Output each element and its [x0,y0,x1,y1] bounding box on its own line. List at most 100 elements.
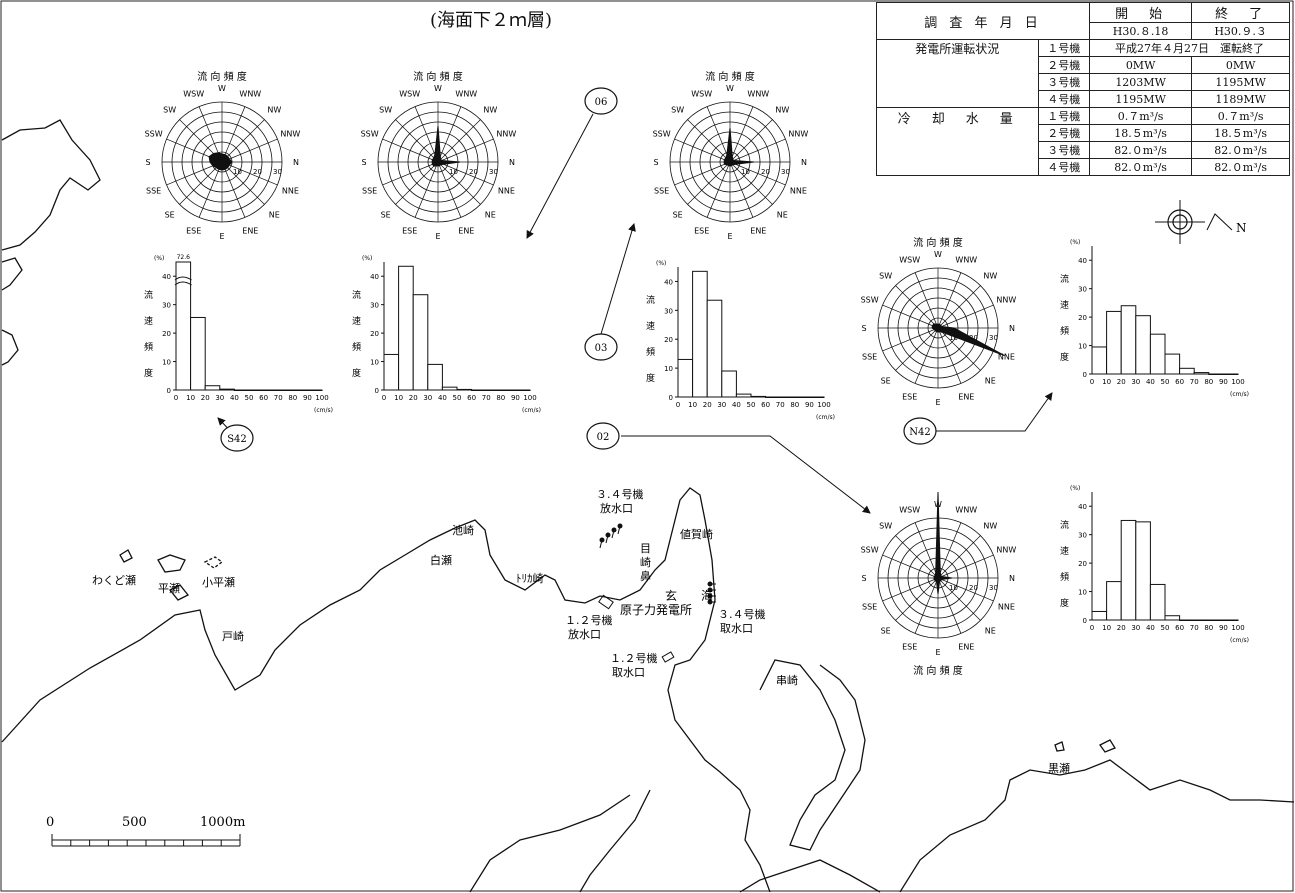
hist-x-tick-label: 70 [1190,624,1199,632]
rose-direction-label: NNW [996,546,1016,555]
rose-direction-label: SSW [653,130,671,139]
label-genkai-2: 原子力発電所 [620,603,692,617]
rose-direction-label: SW [879,522,892,531]
rose-spoke [729,161,754,218]
rose-spoke [395,119,439,163]
cw-unit-2-end: 18.５m³/s [1191,124,1290,142]
rose-ring-label: 20 [761,168,770,176]
rose-direction-label: S [145,158,150,167]
hist-x-tick-label: 0 [676,401,680,409]
rose-spoke [674,138,731,163]
hist-y-tick-label: 0 [1083,617,1087,625]
hist-bar [1106,581,1122,621]
station-connectors [217,113,1053,514]
hist-x-tick-label: 60 [1175,624,1184,632]
hist-bar [1193,372,1210,375]
hist-bar [750,395,767,398]
hist-x-tick-label: 80 [790,401,799,409]
rose-direction-label: SSW [145,130,163,139]
rose-03: N NNE NE ENE E ESE SE SSE S SSW SW WSW W WNW NW NNW 10 20… [653,70,809,241]
rose-direction-label: SW [671,106,684,115]
hist-x-tick-label: 10 [1102,378,1111,386]
cw-unit-3-end: 82.０m³/s [1191,141,1290,159]
rose-direction-label: NW [983,272,997,281]
rose-direction-label: SE [881,376,891,385]
place-kurose: 黒瀬 [1048,761,1070,775]
rose-spoke [221,161,246,218]
rose-direction-label: WNW [747,90,769,99]
hist-x-tick-label: 0 [174,394,178,402]
operation-label: 発電所運転状況 [876,39,1039,108]
hist-bar [1149,333,1166,375]
rose-direction-label: SW [379,106,392,115]
cw-unit-4-end: 82.０m³/s [1191,158,1290,176]
rose-direction-label: NE [985,626,996,635]
hist-x-tick-label: 20 [1117,624,1126,632]
rose-direction-label: W [218,84,226,93]
rose-spoke [937,577,962,634]
rose-ring-label: 20 [969,334,978,342]
rose-spoke [395,161,439,205]
label-out34-2: 放水口 [600,501,633,515]
rose-direction-label: SE [673,210,683,219]
op-unit-3: ３号機 [1037,73,1090,91]
hist-bar [706,299,723,398]
hist-x-tick-label: 10 [688,401,697,409]
hist-y-tick-label: 40 [370,273,379,281]
op-unit-4-start: 1195MW [1088,90,1193,108]
hist-bar [765,396,781,398]
rose-spoke [729,161,786,186]
rose-spoke [937,577,981,621]
hist-bar [471,389,487,391]
rose-direction-label: ENE [750,226,766,235]
page-title: (海面下２ｍ層) [430,10,553,31]
rose-frequency-shape [431,125,461,167]
rose-direction-label: N [293,158,299,167]
hist-y-label-char: 流 [1060,519,1069,531]
rose-spoke [895,285,939,329]
op-unit-1-merged: 平成27年４月27日 運転終了 [1088,39,1291,57]
rose-direction-label: NNW [496,130,516,139]
scale-label-1000: 1000m [200,815,245,830]
hist-x-tick-label: 60 [259,394,268,402]
hist-bar [779,396,796,398]
scale-bar: 0 500 1000m [46,815,245,847]
hist-x-tick-label: 40 [230,394,239,402]
rose-direction-label: E [935,648,940,657]
hist-bar [1106,310,1122,375]
hist-bar [1179,619,1195,621]
scale-label-500: 500 [122,815,147,830]
place-megahana: 目 崎 鼻 [640,542,651,583]
end-date: H30.９.３ [1191,22,1290,40]
rose-frequency-shape [723,127,755,167]
rose-direction-label: E [435,232,440,241]
hist-bar [190,316,206,391]
hist-y-tick-label: 40 [162,273,171,281]
hist-y-label-char: 速 [1060,546,1069,557]
rose-spoke [437,161,481,205]
hist-x-unit: (cm/s) [1230,637,1249,644]
hist-bar [1208,373,1224,375]
rose-ring-label: 30 [989,334,998,342]
plant-status-table: 調 査 年 月 日 開 始 終 了 H30.８.18 H30.９.３ 発電所運転… [876,2,1291,176]
rose-spoke [882,577,939,602]
rose-direction-label: E [219,232,224,241]
op-unit-2-end: 0MW [1191,56,1290,74]
rose-spoke [674,161,731,186]
hist-x-tick-label: 70 [776,401,785,409]
rose-title: 流 向 頻 度 [913,664,963,677]
rose-direction-label: WSW [399,90,420,99]
hist-y-label-char: 速 [1060,300,1069,311]
rose-direction-label: N [509,158,515,167]
hist-x-tick-label: 80 [288,394,297,402]
station-marker-N42: N42 [903,417,937,445]
hist-bar [306,389,323,391]
hist-y-label-char: 度 [1060,351,1069,363]
rose-spoke [437,161,494,186]
rose-direction-label: NE [269,210,280,219]
hist-x-tick-label: 40 [732,401,741,409]
rose-spoke [895,577,939,621]
hist-x-tick-label: 30 [1131,624,1140,632]
